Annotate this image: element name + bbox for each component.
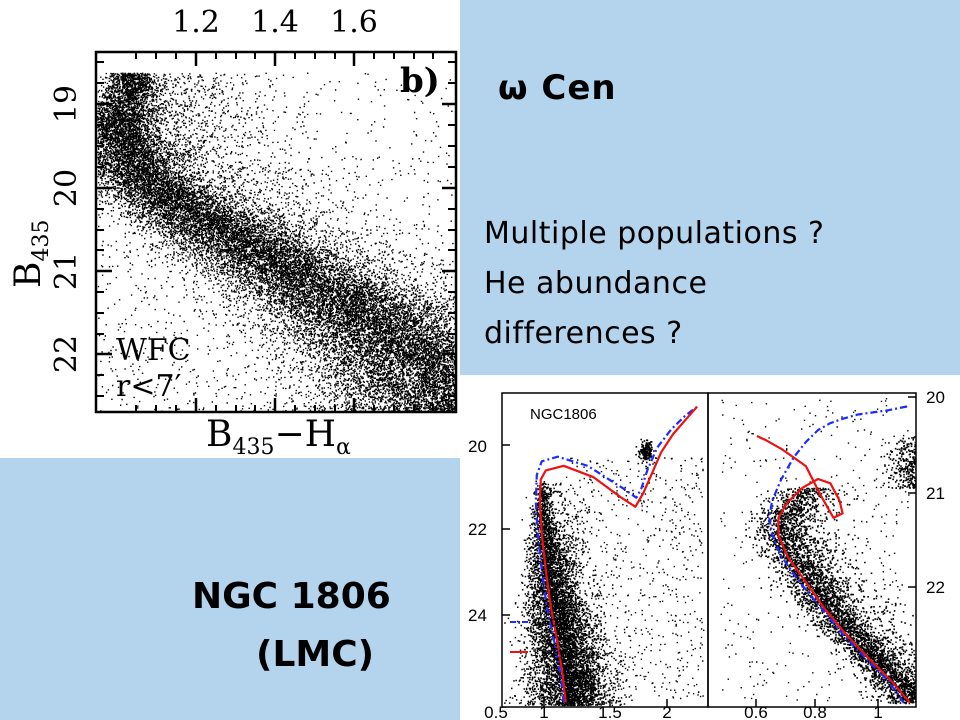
ngc-1806-cmd-panel: NGC1806 20 22 24 20 21 22 0.5 1 1.5 2 0.…	[460, 375, 960, 720]
ngc-1806-left-x-tick-label: 1	[539, 703, 548, 720]
isochrone-line	[534, 405, 698, 703]
ngc-1806-right-star-points	[720, 398, 917, 705]
omega-cen-top-tick-label: 1.4	[251, 5, 299, 40]
ngc-1806-right-x-tick-label: 1	[873, 703, 882, 720]
ngc-1806-left-y-tick-labels: 20 22 24	[468, 437, 487, 625]
ngc-1806-right-x-tick-labels: 0.6 0.8 1	[744, 703, 883, 720]
omega-cen-cmd-panel: 1.2 1.4 1.6 19 20 21 22 B435 B435−Hα b) …	[0, 0, 460, 458]
omega-cen-y-axis-label-main: B	[8, 262, 49, 288]
omega-cen-x-axis-label-alpha: α	[336, 435, 351, 458]
star-points	[504, 438, 705, 707]
ngc-1806-left-x-tick-labels: 0.5 1 1.5 2	[484, 703, 672, 720]
isochrone-line	[756, 435, 911, 704]
omega-cen-annotation-radius: r<7′	[116, 369, 182, 404]
question-differences: differences ?	[484, 316, 683, 351]
ngc-1806-cmd-chart: NGC1806 20 22 24 20 21 22 0.5 1 1.5 2 0.…	[468, 388, 945, 720]
question-multiple-populations: Multiple populations ?	[484, 216, 825, 251]
omega-cen-top-tick-label: 1.6	[330, 5, 378, 40]
ngc-1806-right-isochrones	[756, 404, 911, 704]
isochrone-line	[538, 405, 698, 703]
isochrone-line	[768, 404, 911, 704]
omega-cen-x-axis-label-minus: −H	[274, 414, 336, 455]
ngc-1806-left-x-tick-label: 0.5	[484, 703, 508, 720]
omega-cen-y-tick-label: 20	[49, 169, 84, 207]
ngc-1806-right-x-tick-label: 0.8	[803, 703, 827, 720]
ngc-1806-left-y-tick-label: 24	[468, 606, 487, 625]
legend-label-1-6-gyr: 1.6 Gyr	[532, 647, 568, 659]
ngc-1806-legend: 1.4 Gyr 1.6 Gyr	[510, 617, 568, 659]
omega-cen-cmd-chart: 1.2 1.4 1.6 19 20 21 22 B435 B435−Hα b) …	[8, 5, 458, 458]
omega-cen-annotation-wfc: WFC	[116, 333, 191, 368]
ngc-1806-right-frame	[707, 392, 917, 708]
star-points	[720, 398, 917, 705]
ngc-1806-panel-title: NGC1806	[530, 406, 597, 423]
omega-cen-y-tick-label: 22	[49, 335, 84, 373]
ngc-1806-left-star-points	[504, 438, 705, 707]
omega-cen-top-tick-label: 1.2	[172, 5, 220, 40]
ngc-1806-left-y-tick-label: 20	[468, 437, 487, 456]
omega-cen-x-axis-label-sub: 435	[232, 435, 274, 458]
ngc-1806-title: NGC 1806	[192, 576, 391, 617]
omega-cen-title: ω Cen	[498, 68, 617, 108]
omega-cen-y-axis-label: B435	[8, 220, 54, 288]
omega-cen-tick-marks	[96, 52, 456, 412]
omega-cen-top-tick-labels: 1.2 1.4 1.6	[172, 5, 378, 40]
lmc-subtitle: (LMC)	[256, 634, 375, 675]
omega-cen-y-tick-label: 21	[49, 252, 84, 290]
question-he-abundance: He abundance	[484, 266, 708, 301]
ngc-1806-left-x-tick-label: 2	[662, 703, 671, 720]
ngc-1806-left-y-tick-label: 22	[468, 520, 487, 539]
omega-cen-y-tick-label: 19	[49, 85, 84, 123]
ngc-1806-right-y-tick-labels: 20 21 22	[926, 388, 945, 597]
legend-label-1-4-gyr: 1.4 Gyr	[532, 617, 568, 629]
omega-cen-x-axis-label: B435−Hα	[206, 414, 351, 458]
ngc-1806-left-x-tick-label: 1.5	[598, 703, 622, 720]
omega-cen-panel-label: b)	[400, 61, 440, 101]
omega-cen-y-tick-labels: 19 20 21 22	[49, 85, 84, 373]
ngc-1806-right-y-tick-label: 22	[926, 578, 945, 597]
omega-cen-x-axis-label-main: B	[206, 414, 232, 455]
ngc-1806-left-isochrones	[534, 405, 698, 703]
omega-cen-y-axis-label-sub: 435	[29, 220, 54, 262]
ngc-1806-right-y-tick-label: 20	[926, 388, 945, 407]
ngc-1806-right-x-tick-label: 0.6	[744, 703, 768, 720]
ngc-1806-right-y-tick-label: 21	[926, 484, 945, 503]
ngc-1806-tick-marks	[502, 396, 916, 707]
